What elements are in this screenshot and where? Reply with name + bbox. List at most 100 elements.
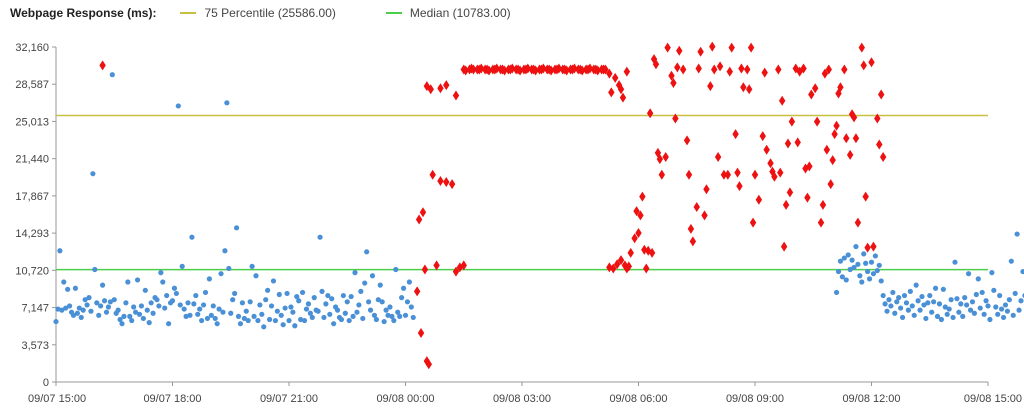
data-point-diamond (425, 359, 432, 370)
data-point-diamond (617, 255, 625, 266)
data-point-circle (905, 307, 911, 313)
data-point-diamond (761, 67, 768, 78)
chart-title: Webpage Response (ms): (10, 6, 157, 20)
data-point-circle (82, 297, 88, 303)
data-point-circle (274, 308, 280, 314)
data-point-circle (125, 279, 131, 285)
data-point-diamond (744, 64, 751, 75)
data-point-diamond (631, 233, 638, 244)
data-point-diamond (693, 202, 700, 212)
data-point-circle (98, 303, 104, 309)
data-point-circle (354, 309, 360, 315)
data-point-circle (241, 315, 247, 322)
data-point-circle (154, 297, 160, 303)
data-point-circle (136, 311, 143, 317)
data-point-diamond (852, 133, 860, 144)
data-point-circle (880, 292, 886, 299)
data-point-circle (181, 306, 187, 312)
data-point-circle (232, 290, 238, 297)
data-point-circle (863, 260, 869, 266)
data-point-circle (876, 262, 882, 268)
data-point-diamond (747, 42, 755, 53)
data-point-diamond (709, 41, 716, 52)
data-point-diamond (755, 194, 763, 205)
data-point-circle (86, 295, 92, 301)
data-point-diamond (452, 266, 460, 277)
data-point-circle (882, 301, 888, 307)
data-point-diamond (415, 214, 423, 225)
data-point-diamond (448, 179, 456, 190)
data-point-circle (92, 266, 98, 273)
data-point-diamond (524, 63, 532, 74)
data-point-diamond (874, 113, 881, 124)
data-point-diamond (625, 261, 632, 272)
data-point-diamond (829, 155, 836, 166)
data-point-diamond (421, 264, 429, 275)
y-tick-label: 25,013 (15, 116, 49, 128)
y-tick-label: 10,720 (15, 265, 49, 277)
data-point-circle (890, 289, 896, 296)
x-tick-label: 09/08 15:00 (964, 393, 1022, 405)
data-point-diamond (685, 169, 693, 180)
data-point-diamond (635, 228, 642, 239)
data-point-circle (57, 248, 63, 254)
data-point-circle (272, 317, 279, 324)
data-point-diamond (612, 72, 619, 83)
data-point-circle (327, 311, 333, 317)
data-point-circle (142, 287, 148, 293)
data-point-circle (1014, 231, 1020, 237)
data-point-circle (140, 315, 146, 322)
data-point-circle (1016, 307, 1022, 313)
data-point-circle (1012, 290, 1018, 297)
data-point-diamond (763, 144, 770, 155)
data-point-circle (884, 308, 890, 314)
x-tick-label: 09/07 18:00 (143, 393, 201, 405)
data-point-circle (61, 279, 67, 285)
data-point-diamond (555, 63, 563, 74)
data-point-circle (1002, 302, 1009, 308)
data-point-circle (173, 290, 179, 297)
data-point-diamond (769, 166, 776, 177)
data-point-circle (78, 314, 84, 321)
data-point-circle (400, 285, 407, 291)
data-point-circle (942, 304, 948, 310)
data-point-circle (913, 282, 919, 288)
data-point-diamond (429, 169, 436, 180)
data-point-circle (872, 253, 878, 259)
data-point-circle (284, 290, 290, 297)
data-point-circle (901, 292, 908, 299)
data-point-circle (296, 298, 302, 304)
data-point-circle (166, 321, 172, 327)
data-point-circle (134, 277, 141, 283)
data-point-circle (383, 307, 389, 313)
data-point-diamond (676, 45, 683, 56)
data-point-circle (948, 297, 954, 303)
data-point-circle (892, 310, 898, 316)
data-point-diamond (697, 46, 704, 57)
data-point-circle (1006, 297, 1012, 303)
data-point-circle (321, 314, 327, 321)
data-point-circle (282, 305, 288, 311)
data-point-circle (111, 297, 117, 303)
data-point-circle (216, 306, 222, 312)
data-point-diamond (782, 199, 790, 210)
data-point-circle (148, 300, 154, 306)
data-point-circle (391, 317, 397, 324)
data-point-diamond (478, 63, 485, 74)
data-point-circle (189, 234, 195, 240)
data-point-diamond (749, 217, 757, 228)
data-point-diamond (433, 260, 440, 271)
data-point-circle (1010, 312, 1016, 318)
data-point-circle (301, 317, 308, 324)
data-point-circle (204, 315, 211, 322)
data-point-circle (362, 280, 368, 286)
data-point-diamond (734, 167, 741, 178)
data-point-diamond (641, 244, 648, 255)
data-point-circle (387, 304, 393, 310)
data-point-diamond (794, 137, 801, 148)
data-point-circle (342, 310, 348, 316)
legend-item-median: Median (10783.00) (385, 6, 511, 20)
data-point-diamond (800, 63, 807, 74)
x-tick-label: 09/08 06:00 (609, 393, 667, 405)
data-point-circle (233, 225, 240, 231)
